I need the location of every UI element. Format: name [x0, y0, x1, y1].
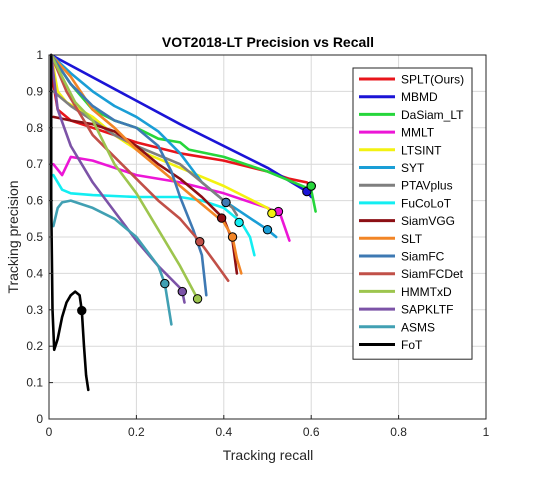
- series-marker-hmmtxd: [192, 294, 203, 304]
- series-marker-asms: [160, 278, 170, 289]
- series-marker-dasiam-lt: [306, 181, 316, 191]
- legend-label: SAPKLTF: [401, 303, 453, 317]
- x-tick-label: 0.4: [215, 425, 232, 439]
- y-tick-label: 0.3: [26, 303, 43, 317]
- x-tick-label: 0: [46, 425, 53, 439]
- y-axis-label: Tracking precision: [5, 180, 21, 293]
- series-marker-siamvgg: [216, 213, 227, 223]
- legend-label: SiamVGG: [401, 214, 455, 228]
- series-marker-sapkltf: [177, 286, 187, 297]
- series-layer: [49, 53, 317, 392]
- legend-label: LTSINT: [401, 143, 442, 157]
- series-marker-siamfc: [221, 197, 231, 208]
- legend-label: SLT: [401, 232, 423, 246]
- x-tick-label: 0.6: [303, 425, 320, 439]
- legend-label: FuCoLoT: [401, 196, 452, 210]
- series-line-siamfcdet: [49, 53, 230, 283]
- chart-title: VOT2018-LT Precision vs Recall: [162, 34, 374, 50]
- legend-label: SPLT(Ours): [401, 73, 464, 87]
- series-line-syt: [49, 53, 278, 239]
- legend-box: [352, 67, 473, 360]
- legend-label: MMLT: [401, 126, 435, 140]
- y-tick-label: 0.7: [26, 157, 43, 171]
- legend-label: PTAVplus: [401, 179, 453, 193]
- x-tick-label: 0.2: [128, 425, 145, 439]
- legend: SPLT(Ours) MBMD DaSiam_LT MMLT LTSINT SYT PTAV…: [352, 67, 473, 360]
- series-marker-fot: [77, 305, 87, 316]
- y-tick-label: 0: [36, 412, 43, 426]
- y-tick-label: 0.6: [26, 194, 43, 208]
- legend-label: DaSiam_LT: [401, 108, 464, 122]
- series-marker-ltsint: [267, 208, 277, 219]
- x-tick-label: 1: [483, 425, 490, 439]
- legend-label: ASMS: [401, 320, 435, 334]
- x-tick-label: 0.8: [390, 425, 407, 439]
- y-tick-label: 0.9: [26, 84, 43, 98]
- series-marker-siamfcdet: [195, 237, 205, 247]
- ticks: 0 0.2 0.4 0.6 0.8 1 0 0.1 0.2 0.3 0.4 0.5 0.6 0.7 0.8 0…: [26, 48, 489, 439]
- legend-label: SYT: [401, 161, 425, 175]
- legend-label: HMMTxD: [401, 285, 452, 299]
- series-line-fot: [49, 53, 90, 392]
- legend-label: SiamFCDet: [401, 267, 464, 281]
- y-tick-label: 0.1: [26, 376, 43, 390]
- y-tick-label: 0.4: [26, 266, 43, 280]
- series-line-hmmtxd: [49, 53, 199, 301]
- y-tick-label: 1: [36, 48, 43, 62]
- legend-label: FoT: [401, 338, 423, 352]
- series-marker-syt: [262, 225, 273, 235]
- y-tick-label: 0.2: [26, 339, 43, 353]
- series-marker-fucolot: [234, 217, 244, 228]
- series-marker-slt: [227, 232, 238, 242]
- y-tick-label: 0.5: [26, 230, 43, 244]
- x-axis-label: Tracking recall: [223, 447, 314, 463]
- marker-layer: [77, 181, 316, 316]
- series-line-asms: [52, 199, 173, 326]
- y-tick-label: 0.8: [26, 121, 43, 135]
- legend-label: MBMD: [401, 90, 438, 104]
- legend-label: SiamFC: [401, 250, 445, 264]
